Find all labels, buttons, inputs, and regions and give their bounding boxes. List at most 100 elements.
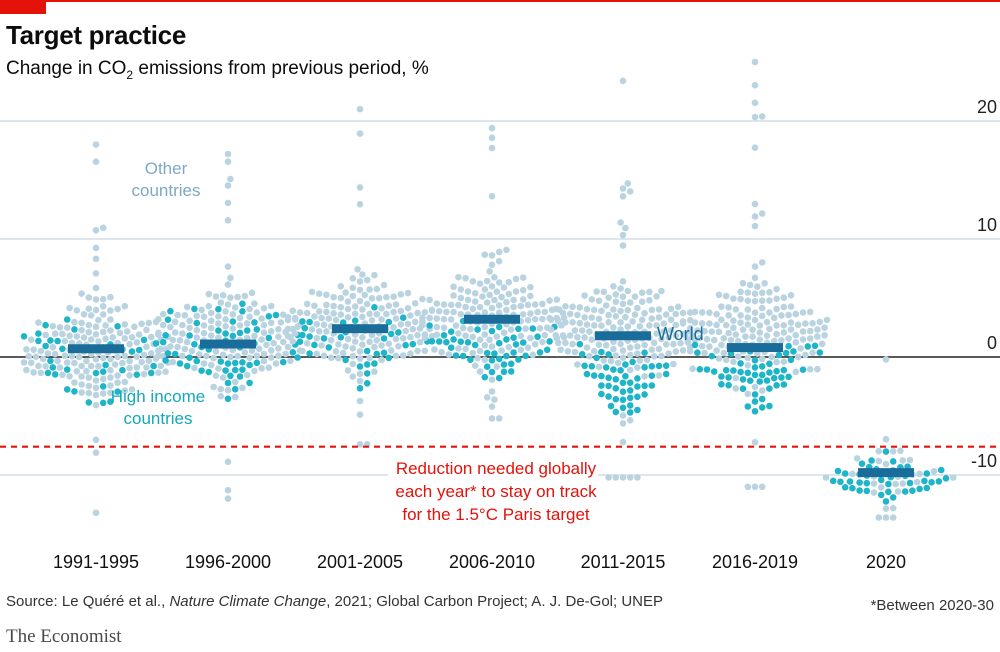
high-income-country-dot xyxy=(99,383,107,390)
other-country-dot xyxy=(751,383,759,391)
high-income-country-dot xyxy=(488,327,496,335)
other-country-dot xyxy=(260,329,268,337)
high-income-country-dot xyxy=(829,477,837,485)
other-country-dot xyxy=(476,280,484,288)
other-country-dot xyxy=(359,341,366,349)
other-country-dot xyxy=(85,389,93,397)
high-income-country-dot xyxy=(363,347,371,355)
other-country-dot xyxy=(727,336,735,344)
other-country-dot xyxy=(395,343,402,350)
high-income-country-dot xyxy=(231,359,239,367)
other-country-dot xyxy=(488,415,496,422)
other-country-dot xyxy=(23,366,30,374)
other-country-dot xyxy=(147,333,155,341)
high-income-country-dot xyxy=(63,386,71,393)
other-country-dot xyxy=(171,318,179,326)
other-country-dot xyxy=(371,368,378,376)
other-country-dot xyxy=(311,302,318,310)
high-income-country-dot xyxy=(593,354,600,362)
high-income-country-dot xyxy=(590,372,598,379)
other-country-dot xyxy=(892,480,899,488)
other-country-dot xyxy=(751,316,759,324)
subtitle-suffix: emissions from previous period, % xyxy=(133,58,429,79)
high-income-country-dot xyxy=(780,366,788,374)
other-country-dot xyxy=(610,345,617,353)
high-income-country-dot xyxy=(799,366,807,374)
other-country-dot xyxy=(143,343,150,351)
other-country-dot xyxy=(486,268,493,275)
other-country-dot xyxy=(114,372,121,379)
other-country-dot xyxy=(476,368,484,375)
other-country-dot xyxy=(135,331,143,338)
other-country-dot xyxy=(682,331,689,338)
annotation-paris-target: for the 1.5°C Paris target xyxy=(402,505,590,524)
other-country-dot xyxy=(323,301,330,309)
high-income-country-dot xyxy=(622,372,629,380)
high-income-country-dot xyxy=(152,340,160,347)
high-income-country-dot xyxy=(301,324,309,332)
other-country-dot xyxy=(107,382,114,389)
source-note: Source: Le Quéré et al., Nature Climate … xyxy=(6,593,663,610)
high-income-country-dot xyxy=(718,381,725,388)
other-country-dot xyxy=(243,371,251,379)
other-country-dot xyxy=(619,347,627,354)
high-income-country-dot xyxy=(306,350,313,357)
other-country-dot xyxy=(320,352,328,360)
other-country-dot xyxy=(766,297,773,304)
high-income-country-dot xyxy=(217,358,225,365)
other-country-dot xyxy=(744,390,752,398)
other-country-dot xyxy=(744,362,752,369)
other-country-dot xyxy=(581,292,588,299)
other-country-dot xyxy=(447,301,455,309)
other-country-dot xyxy=(491,396,498,403)
other-country-dot xyxy=(770,314,778,322)
other-country-dot xyxy=(404,304,412,312)
other-country-dot xyxy=(571,327,579,334)
other-country-dot xyxy=(894,488,902,495)
other-country-dot xyxy=(99,354,107,362)
high-income-country-dot xyxy=(435,338,443,345)
other-country-dot xyxy=(121,352,129,360)
other-country-dot xyxy=(734,353,742,360)
other-country-dot xyxy=(102,322,109,329)
other-country-dot xyxy=(359,334,366,341)
other-country-dot xyxy=(488,252,496,259)
other-country-dot xyxy=(373,285,381,293)
high-income-country-dot xyxy=(744,403,752,410)
high-income-country-dot xyxy=(725,374,732,381)
other-country-dot xyxy=(426,296,433,304)
other-country-dot xyxy=(440,301,448,308)
other-country-dot xyxy=(505,343,513,351)
other-country-dot xyxy=(882,505,890,512)
other-country-dot xyxy=(806,335,814,342)
other-country-dot xyxy=(128,334,136,341)
other-country-dot xyxy=(267,347,275,354)
high-income-country-dot xyxy=(452,352,460,359)
other-country-dot xyxy=(294,323,301,331)
other-country-dot xyxy=(349,373,357,380)
other-country-dot xyxy=(524,316,532,324)
other-country-dot xyxy=(751,99,759,107)
other-country-dot xyxy=(438,348,445,356)
other-country-dot xyxy=(529,351,537,359)
y-tick-label: 10 xyxy=(977,215,997,235)
other-country-dot xyxy=(56,324,64,331)
other-country-dot xyxy=(344,367,352,374)
other-country-dot xyxy=(236,314,244,322)
other-country-dot xyxy=(193,326,201,334)
other-country-dot xyxy=(215,313,222,320)
other-country-dot xyxy=(212,293,220,300)
high-income-country-dot xyxy=(320,335,328,342)
other-country-dot xyxy=(462,332,469,340)
other-country-dot xyxy=(155,331,162,338)
other-country-dot xyxy=(617,307,624,315)
other-country-dot xyxy=(600,288,608,296)
other-country-dot xyxy=(662,341,670,348)
other-country-dot xyxy=(323,291,330,299)
other-country-dot xyxy=(882,460,890,468)
other-country-dot xyxy=(215,334,222,342)
other-country-dot xyxy=(303,340,311,347)
other-country-dot xyxy=(387,347,395,354)
high-income-country-dot xyxy=(191,341,198,348)
other-country-dot xyxy=(224,458,232,466)
